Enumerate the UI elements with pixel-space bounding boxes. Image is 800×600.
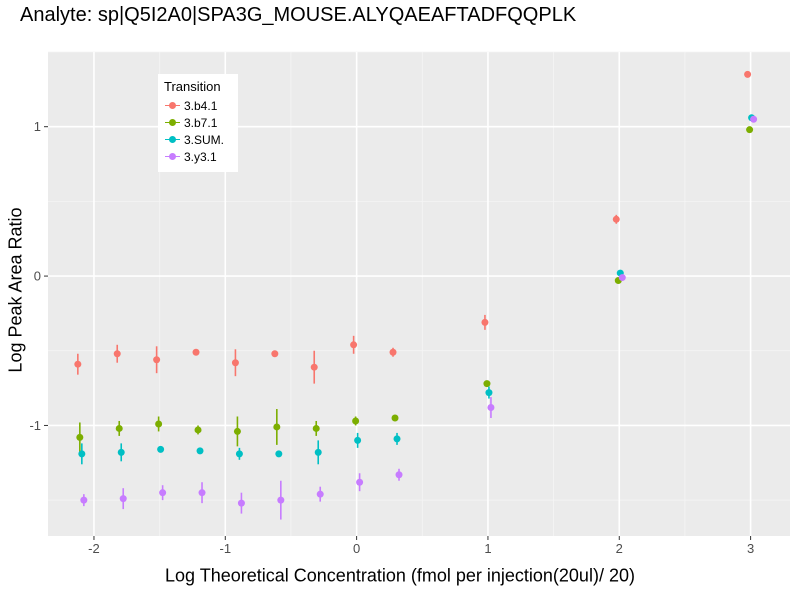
x-tick-label: 2: [616, 541, 623, 556]
y-tick-label: 1: [34, 119, 41, 134]
data-point: [485, 389, 493, 397]
data-point: [74, 360, 82, 368]
data-point: [237, 499, 245, 507]
data-point: [483, 380, 491, 388]
legend-key-b7: [164, 114, 181, 131]
data-point: [231, 359, 239, 367]
legend-key-sum: [164, 131, 181, 148]
data-point: [198, 489, 206, 497]
y-tick-label: -1: [29, 418, 41, 433]
data-point: [271, 350, 279, 358]
x-axis-label: Log Theoretical Concentration (fmol per …: [165, 565, 635, 586]
data-point: [277, 496, 285, 504]
data-point: [233, 427, 241, 435]
x-tick-label: 1: [484, 541, 491, 556]
data-point: [113, 350, 121, 358]
data-point: [354, 436, 362, 444]
data-point: [192, 348, 200, 356]
data-point: [312, 424, 320, 432]
legend-label-b4: 3.b4.1: [184, 98, 218, 113]
y-axis-label: Log Peak Area Ratio: [5, 207, 26, 373]
data-point: [481, 318, 489, 326]
legend-key-y3: [164, 148, 181, 165]
y-tick-label: 0: [34, 269, 41, 284]
series-3.y3.1: [80, 115, 758, 520]
data-point: [314, 448, 322, 456]
data-point: [395, 471, 403, 479]
data-point: [76, 433, 84, 441]
legend-key-b4: [164, 97, 181, 114]
legend-label-b7: 3.b7.1: [184, 115, 218, 130]
legend-title: Transition: [164, 79, 221, 94]
legend: Transition 3.b4.1 3.b7.1 3.SUM. 3.y3.1: [158, 74, 238, 172]
legend-item-b7: 3.b7.1: [164, 114, 238, 131]
data-point: [155, 420, 163, 428]
data-point: [618, 274, 626, 282]
data-point: [393, 435, 401, 443]
data-point: [235, 450, 243, 458]
data-point: [389, 348, 397, 356]
data-point: [352, 417, 360, 425]
series-3.SUM.: [78, 114, 756, 465]
data-point: [78, 450, 86, 458]
legend-item-y3: 3.y3.1: [164, 148, 238, 165]
series-3.b7.1: [76, 126, 754, 453]
legend-item-b4: 3.b4.1: [164, 97, 238, 114]
data-point: [157, 445, 165, 453]
data-point: [194, 426, 202, 434]
data-point: [80, 496, 88, 504]
data-point: [750, 115, 758, 123]
data-point: [746, 126, 754, 134]
legend-item-sum: 3.SUM.: [164, 131, 238, 148]
data-point: [487, 404, 495, 412]
data-point: [115, 424, 123, 432]
chart-title: Analyte: sp|Q5I2A0|SPA3G_MOUSE.ALYQAEAFT…: [20, 4, 577, 26]
x-tick-label: 0: [353, 541, 360, 556]
series-3.b4.1: [74, 70, 752, 384]
data-point: [275, 450, 283, 458]
x-tick-label: 3: [747, 541, 754, 556]
data-point: [310, 363, 318, 371]
data-point: [316, 490, 324, 498]
x-tick-label: -1: [220, 541, 232, 556]
data-point: [744, 70, 752, 78]
data-point: [119, 495, 127, 503]
data-point: [350, 341, 358, 349]
legend-label-sum: 3.SUM.: [184, 132, 225, 147]
data-point: [391, 414, 399, 422]
data-point: [273, 423, 281, 431]
data-point: [153, 356, 161, 364]
data-point: [356, 478, 364, 486]
legend-label-y3: 3.y3.1: [184, 149, 217, 164]
data-point: [117, 448, 125, 456]
data-point: [612, 215, 620, 223]
data-point: [196, 447, 204, 455]
x-tick-label: -2: [88, 541, 100, 556]
data-point: [159, 489, 167, 497]
